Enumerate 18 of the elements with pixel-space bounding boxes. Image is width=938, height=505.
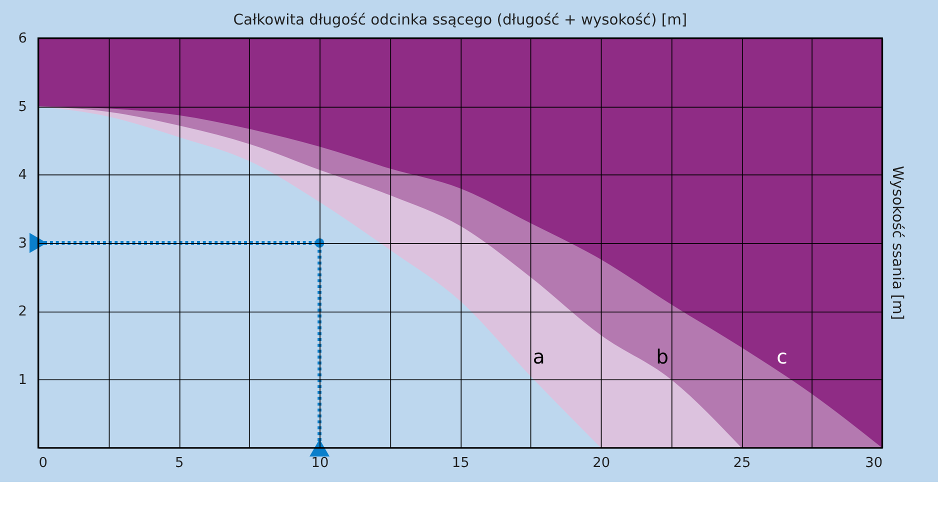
x-tick-label: 25 [733,454,751,471]
x-tick-label: 5 [175,454,184,471]
y-tick-label: 2 [18,304,27,320]
x-tick-label: 30 [865,454,883,471]
series-label: c [776,346,788,369]
y-tick-label: 5 [18,98,27,115]
x-tick-label: 0 [38,454,48,471]
y-tick-label: 6 [18,30,27,47]
x-tick-label: 10 [311,454,329,471]
series-label: a [532,346,545,369]
series-label: b [656,346,669,369]
y-tick-label: 1 [18,372,27,388]
y-axis-title: Wysokość ssania [m] [888,166,906,320]
y-tick-label: 3 [18,235,27,252]
x-axis-title: Całkowita długość odcinka ssącego (długość + wysokość) [m] [233,11,688,28]
y-tick-label: 4 [18,167,27,184]
x-tick-label: 20 [592,454,610,471]
x-tick-label: 15 [452,454,470,471]
